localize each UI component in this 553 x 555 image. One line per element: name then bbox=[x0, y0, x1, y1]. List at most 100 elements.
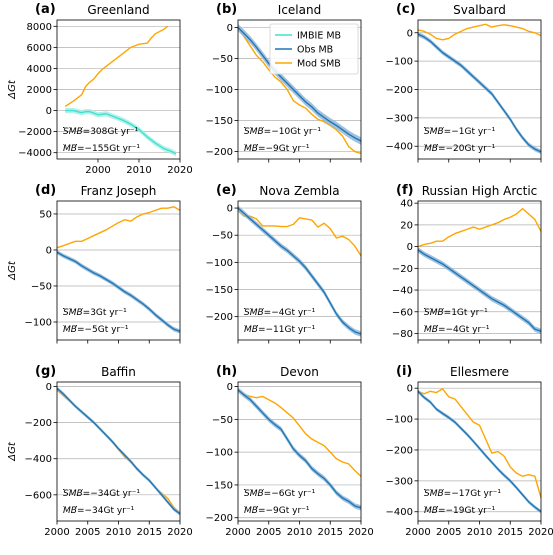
y-tick-label: 6000 bbox=[27, 43, 52, 54]
smb-trend-annotation: SMB=−17Gt yr⁻¹ bbox=[424, 489, 501, 499]
mb-value: =−34Gt yr⁻¹ bbox=[77, 506, 135, 516]
panel-letter: (h) bbox=[216, 364, 237, 379]
y-tick-label: −150 bbox=[206, 480, 233, 491]
smb-value: =−34Gt yr⁻¹ bbox=[83, 489, 141, 499]
obs-series-line bbox=[56, 251, 181, 333]
panel-russian-high-arctic: −80 −60 −40 −20 0 20 40 Russian High Arctic (f) S… bbox=[392, 183, 542, 344]
mb-trend-annotation: MB=−34Gt yr⁻¹ bbox=[63, 506, 135, 516]
smb-trend-annotation: SMB=1Gt yr⁻¹ bbox=[424, 308, 488, 318]
smb-value: =−4Gt yr⁻¹ bbox=[264, 308, 316, 318]
y-tick-label: −200 bbox=[206, 312, 233, 323]
y-tick-label: −600 bbox=[25, 490, 52, 501]
y-tick-label: −100 bbox=[386, 57, 413, 68]
smb-value: =1Gt yr⁻¹ bbox=[444, 308, 488, 318]
mb-symbol: MB bbox=[424, 144, 438, 154]
panel-letter: (c) bbox=[396, 2, 416, 17]
smb-trend-annotation: SMB=−34Gt yr⁻¹ bbox=[63, 489, 140, 499]
panel-greenland: −4000 −2000 0 2000 4000 6000 8000 2000 2010 2020 G… bbox=[7, 2, 193, 176]
y-tick-label: 0 bbox=[407, 28, 413, 39]
mod-series-line bbox=[56, 206, 181, 249]
y-tick-label: 50 bbox=[39, 209, 52, 220]
x-tick-label: 2010 bbox=[106, 527, 131, 538]
smb-trend-annotation: SMB=−10Gt yr⁻¹ bbox=[244, 127, 321, 137]
mb-symbol: MB bbox=[244, 506, 258, 516]
y-tick-label: 0 bbox=[407, 242, 413, 253]
x-tick-label: 2015 bbox=[137, 527, 162, 538]
panel-letter: (a) bbox=[35, 2, 56, 17]
x-tick-label: 2015 bbox=[318, 527, 343, 538]
obs-uncertainty-band bbox=[57, 386, 180, 516]
y-tick-label: 0 bbox=[46, 382, 52, 393]
mb-value: =−9Gt yr⁻¹ bbox=[258, 144, 310, 154]
obs-uncertainty-band bbox=[238, 23, 361, 145]
mb-trend-annotation: MB=−5Gt yr⁻¹ bbox=[63, 325, 129, 335]
mb-symbol: MB bbox=[63, 506, 77, 516]
obs-series-line bbox=[237, 389, 362, 509]
mb-trend-annotation: MB=−155Gt yr⁻¹ bbox=[63, 144, 140, 154]
axes-frame bbox=[417, 381, 542, 522]
imbie-uncertainty-band bbox=[65, 107, 176, 157]
y-tick-label: −2000 bbox=[18, 127, 52, 138]
obs-uncertainty-band bbox=[238, 387, 361, 511]
smb-symbol: SMB bbox=[424, 127, 444, 137]
y-tick-label: 2000 bbox=[27, 85, 52, 96]
y-axis-label: ΔGt bbox=[7, 260, 18, 281]
mb-trend-annotation: MB=−4Gt yr⁻¹ bbox=[424, 325, 490, 335]
legend-box bbox=[269, 23, 359, 75]
y-tick-label: −100 bbox=[25, 317, 52, 328]
y-tick-label: −200 bbox=[25, 418, 52, 429]
smb-trend-annotation: SMB=308Gt yr⁻¹ bbox=[63, 127, 139, 137]
y-tick-label: −100 bbox=[206, 448, 233, 459]
y-tick-label: −100 bbox=[206, 258, 233, 269]
panel-title: Greenland bbox=[87, 3, 149, 17]
legend: IMBIE MB Obs MB Mod SMB bbox=[269, 23, 359, 75]
panel-baffin: −600 −400 −200 0 2000 2005 2010 2015 2020 Baffin (… bbox=[7, 364, 193, 538]
obs-series-line bbox=[417, 390, 542, 513]
panel-title: Nova Zembla bbox=[259, 184, 339, 198]
panel-svalbard: −400 −300 −200 −100 0 Svalbard (c) SMB=−1Gt yr⁻… bbox=[386, 2, 542, 163]
y-tick-label: −4000 bbox=[18, 148, 52, 159]
obs-series-line bbox=[417, 249, 542, 332]
x-tick-label: 2010 bbox=[467, 527, 492, 538]
smb-symbol: SMB bbox=[63, 489, 83, 499]
panel-ellesmere: −400 −300 −200 −100 0 2000 2005 2010 2015 2020 Ell… bbox=[386, 364, 553, 538]
y-tick-label: −50 bbox=[212, 231, 233, 242]
mb-symbol: MB bbox=[424, 506, 438, 516]
smb-trend-annotation: SMB=−6Gt yr⁻¹ bbox=[244, 489, 316, 499]
smb-value: =−6Gt yr⁻¹ bbox=[264, 489, 316, 499]
panel-letter: (e) bbox=[216, 183, 237, 198]
y-tick-label: 0 bbox=[227, 204, 233, 215]
obs-series-line bbox=[237, 26, 362, 142]
x-tick-label: 2015 bbox=[498, 527, 523, 538]
smb-value: =−10Gt yr⁻¹ bbox=[264, 127, 322, 137]
mb-value: =−155Gt yr⁻¹ bbox=[77, 144, 140, 154]
legend-label-mod: Mod SMB bbox=[297, 59, 341, 70]
panel-title: Ellesmere bbox=[450, 365, 509, 379]
smb-symbol: SMB bbox=[244, 127, 264, 137]
smb-symbol: SMB bbox=[63, 127, 83, 137]
x-tick-label: 2000 bbox=[225, 527, 250, 538]
y-tick-label: −400 bbox=[386, 142, 413, 153]
y-tick-label: 4000 bbox=[27, 64, 52, 75]
y-tick-label: −400 bbox=[386, 507, 413, 518]
panel-title: Iceland bbox=[278, 3, 321, 17]
panel-letter: (i) bbox=[396, 364, 412, 379]
x-tick-label: 2000 bbox=[405, 527, 430, 538]
x-tick-label: 2005 bbox=[256, 527, 281, 538]
obs-uncertainty-band bbox=[418, 389, 541, 514]
x-tick-label: 2005 bbox=[75, 527, 100, 538]
smb-value: =−17Gt yr⁻¹ bbox=[444, 489, 502, 499]
mod-series-line bbox=[417, 207, 542, 248]
y-tick-label: −20 bbox=[392, 264, 413, 275]
smb-value: =−1Gt yr⁻¹ bbox=[444, 127, 496, 137]
y-tick-label: −100 bbox=[386, 415, 413, 426]
x-tick-label: 2010 bbox=[126, 165, 151, 176]
y-tick-label: 40 bbox=[400, 199, 413, 210]
panel-letter: (b) bbox=[216, 2, 237, 17]
mb-symbol: MB bbox=[244, 144, 258, 154]
x-tick-label: 2005 bbox=[436, 527, 461, 538]
smb-symbol: SMB bbox=[424, 308, 444, 318]
y-tick-label: −150 bbox=[206, 285, 233, 296]
panel-title: Baffin bbox=[101, 365, 136, 379]
